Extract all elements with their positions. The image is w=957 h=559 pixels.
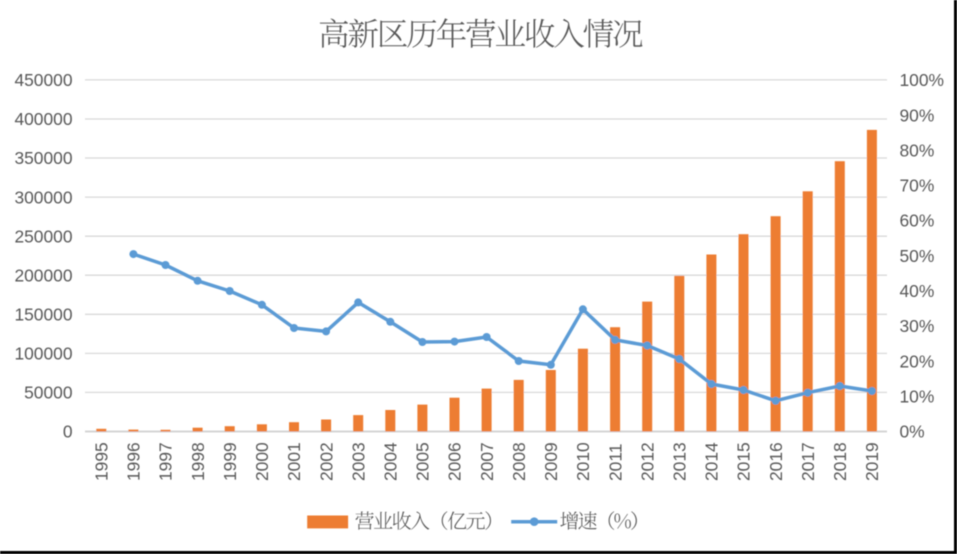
svg-text:2007: 2007 (477, 442, 497, 481)
svg-text:50%: 50% (900, 246, 935, 266)
svg-text:350000: 350000 (14, 148, 72, 168)
svg-text:20%: 20% (900, 351, 935, 371)
svg-text:1999: 1999 (220, 442, 240, 481)
svg-text:90%: 90% (900, 105, 935, 125)
svg-text:2010: 2010 (573, 442, 593, 481)
svg-text:2016: 2016 (766, 442, 786, 481)
svg-text:100000: 100000 (14, 344, 72, 364)
svg-text:40%: 40% (900, 281, 935, 301)
svg-text:2012: 2012 (637, 442, 657, 481)
svg-text:400000: 400000 (14, 109, 72, 129)
svg-text:250000: 250000 (14, 226, 72, 246)
svg-text:2018: 2018 (830, 442, 850, 481)
svg-text:10%: 10% (900, 387, 935, 407)
svg-text:2008: 2008 (509, 442, 529, 481)
svg-text:80%: 80% (900, 140, 935, 160)
svg-text:70%: 70% (900, 176, 935, 196)
svg-text:2009: 2009 (541, 442, 561, 481)
svg-text:60%: 60% (900, 211, 935, 231)
svg-text:50000: 50000 (24, 383, 72, 403)
svg-text:2004: 2004 (381, 442, 401, 481)
svg-text:200000: 200000 (14, 265, 72, 285)
svg-text:2014: 2014 (702, 442, 722, 481)
svg-text:2002: 2002 (316, 442, 336, 481)
svg-text:2003: 2003 (348, 442, 368, 481)
svg-text:2001: 2001 (284, 442, 304, 481)
svg-text:2011: 2011 (605, 444, 625, 481)
svg-text:2000: 2000 (252, 442, 272, 481)
svg-text:2017: 2017 (798, 442, 818, 481)
svg-text:100%: 100% (900, 70, 944, 90)
svg-text:2006: 2006 (445, 442, 465, 481)
svg-text:30%: 30% (900, 316, 935, 336)
svg-text:1997: 1997 (156, 442, 176, 481)
svg-text:2013: 2013 (670, 442, 690, 481)
svg-text:2005: 2005 (413, 442, 433, 481)
svg-text:300000: 300000 (14, 187, 72, 207)
svg-text:1995: 1995 (92, 442, 112, 481)
svg-text:2019: 2019 (862, 442, 882, 481)
svg-text:1996: 1996 (124, 442, 144, 481)
svg-text:450000: 450000 (14, 70, 72, 90)
svg-text:0: 0 (63, 422, 73, 442)
svg-text:1998: 1998 (188, 442, 208, 481)
svg-text:2015: 2015 (734, 442, 754, 481)
svg-text:0%: 0% (900, 422, 925, 442)
svg-text:150000: 150000 (14, 305, 72, 325)
